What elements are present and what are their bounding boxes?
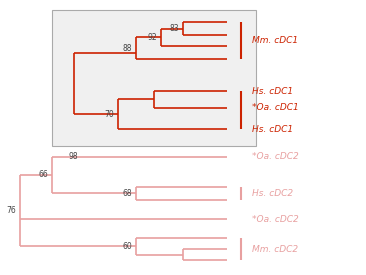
Text: Mm. cDC1: Mm. cDC1 bbox=[252, 36, 298, 45]
Text: Hs. cDC1: Hs. cDC1 bbox=[252, 125, 293, 134]
Text: 76: 76 bbox=[6, 206, 16, 215]
Text: 98: 98 bbox=[68, 152, 78, 161]
Text: 66: 66 bbox=[39, 170, 49, 179]
Text: 83: 83 bbox=[170, 24, 179, 33]
Text: Mm. cDC2: Mm. cDC2 bbox=[252, 244, 298, 254]
Text: *Oa. cDC1: *Oa. cDC1 bbox=[252, 103, 299, 112]
Text: 68: 68 bbox=[123, 189, 132, 198]
Text: Hs. cDC1: Hs. cDC1 bbox=[252, 87, 293, 96]
Text: Hs. cDC2: Hs. cDC2 bbox=[252, 189, 293, 198]
Text: 60: 60 bbox=[122, 242, 132, 251]
Text: 70: 70 bbox=[104, 110, 114, 119]
FancyBboxPatch shape bbox=[52, 10, 255, 146]
Text: *Oa. cDC2: *Oa. cDC2 bbox=[252, 215, 299, 224]
Text: 88: 88 bbox=[123, 43, 132, 53]
Text: *Oa. cDC2: *Oa. cDC2 bbox=[252, 152, 299, 161]
Text: 92: 92 bbox=[148, 33, 158, 42]
